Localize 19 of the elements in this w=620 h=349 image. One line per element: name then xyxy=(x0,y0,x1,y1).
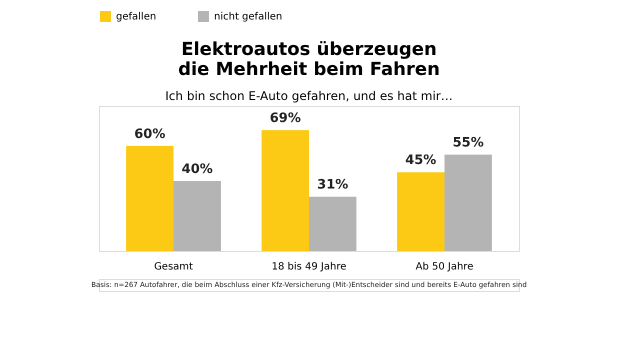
data-label: 69% xyxy=(270,111,301,126)
x-tick-label: 18 bis 49 Jahre xyxy=(272,262,346,272)
legend-label: gefallen xyxy=(116,12,156,23)
bar xyxy=(126,146,174,251)
chart-subtitle: Ich bin schon E-Auto gefahren, und es hat mir… xyxy=(165,89,453,103)
legend-label: nicht gefallen xyxy=(214,12,282,23)
chart-title: Elektroautos überzeugen die Mehrheit beim Fahren xyxy=(178,39,440,80)
x-tick-label: Ab 50 Jahre xyxy=(416,262,474,272)
x-tick-label: Gesamt xyxy=(154,262,194,272)
data-label: 40% xyxy=(182,162,213,177)
bar xyxy=(262,130,309,251)
bar xyxy=(309,196,356,251)
data-label: 31% xyxy=(317,178,348,193)
data-label: 55% xyxy=(452,136,484,151)
bar xyxy=(444,154,492,251)
data-label: 45% xyxy=(405,153,436,168)
bar xyxy=(174,180,221,251)
bar xyxy=(397,172,444,251)
data-label: 60% xyxy=(134,126,166,142)
